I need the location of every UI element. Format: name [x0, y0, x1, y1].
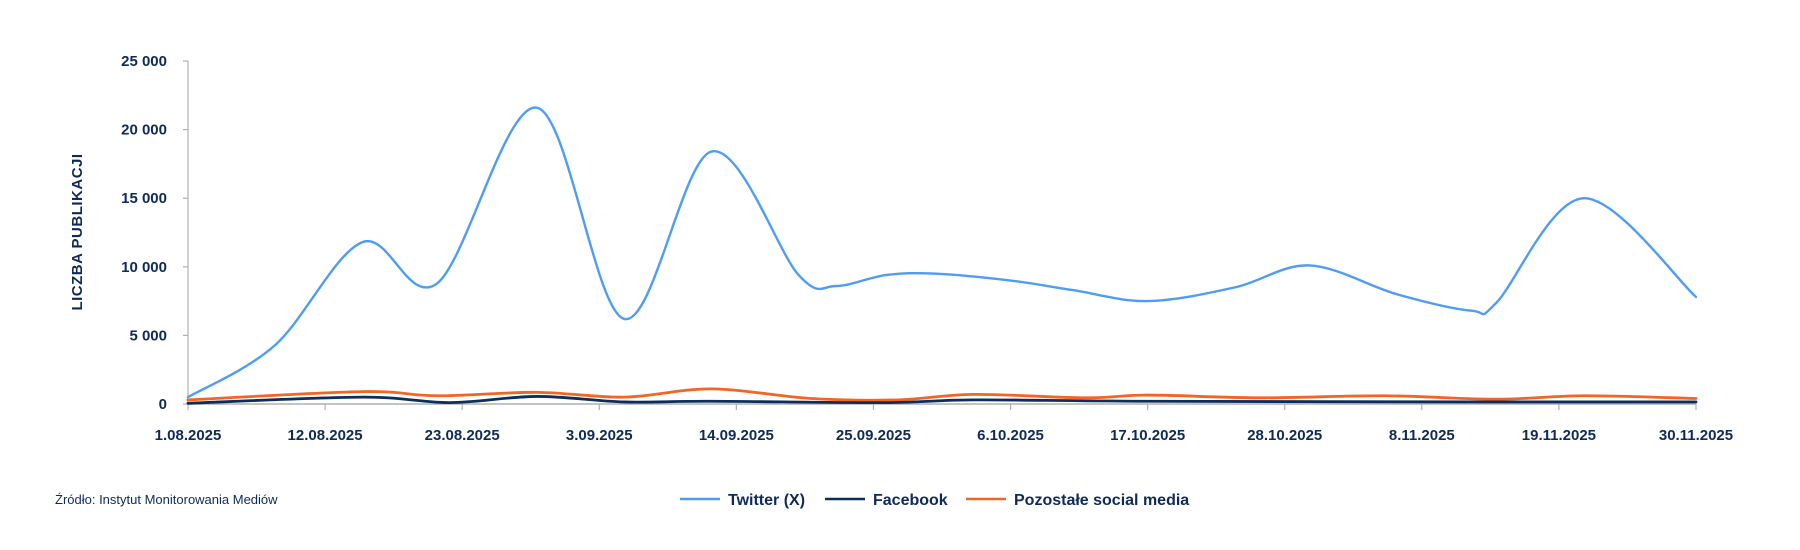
x-tick-label: 14.09.2025: [699, 427, 774, 444]
series-line-pozosta-e-social-media: [186, 387, 1698, 402]
x-tick-label: 1.08.2025: [155, 427, 222, 444]
series-lines: [186, 106, 1698, 405]
x-tick-label: 23.08.2025: [425, 427, 500, 444]
y-tick-label: 25 000: [121, 53, 167, 70]
source-note: Źródło: Instytut Monitorowania Mediów: [55, 492, 278, 507]
y-tick-label: 0: [159, 396, 167, 413]
x-axis: 1.08.2025 12.08.2025 23.08.2025 3.09.2025 14…: [155, 403, 1733, 444]
x-tick-label: 30.11.2025: [1659, 427, 1733, 444]
x-tick-label: 19.11.2025: [1522, 427, 1596, 444]
legend-label: Facebook: [873, 492, 948, 509]
legend-item: Pozostałe social media: [966, 492, 1189, 509]
x-tick-label: 12.08.2025: [288, 427, 363, 444]
y-axis-label: LICZBA PUBLIKACJI: [69, 153, 86, 310]
y-tick-label: 15 000: [121, 190, 167, 207]
series-line-facebook: [186, 395, 1698, 405]
y-tick-label: 20 000: [121, 122, 167, 139]
y-axis: 0 5 000 10 000 15 000 20 000 25 000: [121, 53, 189, 413]
legend-label: Pozostałe social media: [1014, 492, 1189, 509]
legend-item: Twitter (X): [680, 492, 805, 509]
x-tick-label: 28.10.2025: [1247, 427, 1322, 444]
x-tick-label: 25.09.2025: [836, 427, 911, 444]
legend-label: Twitter (X): [728, 492, 805, 509]
legend: Twitter (X) Facebook Pozostałe social medi…: [680, 492, 1189, 509]
series-line-twitter-x-: [186, 106, 1698, 399]
legend-item: Facebook: [825, 492, 948, 509]
y-tick-label: 10 000: [121, 259, 167, 276]
x-tick-label: 3.09.2025: [566, 427, 633, 444]
x-tick-label: 8.11.2025: [1389, 427, 1455, 444]
x-tick-label: 17.10.2025: [1110, 427, 1185, 444]
x-tick-label: 6.10.2025: [977, 427, 1044, 444]
y-tick-label: 5 000: [129, 327, 167, 344]
